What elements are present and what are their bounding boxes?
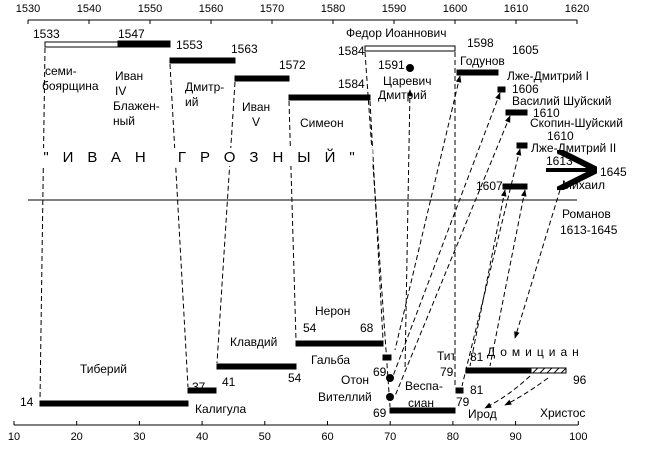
label: 79 <box>456 395 470 409</box>
label: Дмитрий <box>378 88 427 102</box>
label: Скопин-Шуйский <box>530 116 623 130</box>
label: сиан <box>408 396 434 410</box>
label: Иван <box>115 69 143 83</box>
tick-label: 1610 <box>504 3 528 15</box>
label: семи- <box>45 64 77 78</box>
tick-label: 80 <box>447 431 459 443</box>
label: 69 <box>373 406 387 420</box>
label: IV <box>115 84 126 98</box>
label: Романов <box>562 207 611 221</box>
tick-label: 1570 <box>260 3 284 15</box>
label: 1605 <box>512 43 539 57</box>
label: 1533 <box>33 27 60 41</box>
label: 81 <box>470 383 484 397</box>
label: 1572 <box>279 58 306 72</box>
tick-label: 10 <box>8 431 20 443</box>
tick-label: 1550 <box>138 3 162 15</box>
tick-label: 60 <box>321 431 333 443</box>
label: 1591 <box>378 58 405 72</box>
label: Клавдий <box>230 335 277 349</box>
label: боярщина <box>42 79 99 93</box>
label: 1610 <box>547 129 574 143</box>
label: Иван <box>242 100 270 114</box>
label: Калигула <box>195 402 246 416</box>
label: 1547 <box>118 27 145 41</box>
label: 81 <box>470 350 484 364</box>
label: Симеон <box>300 116 344 130</box>
label: Вителлий <box>318 390 372 404</box>
label: 54 <box>288 371 302 385</box>
label: Царевич <box>383 74 432 88</box>
label: Лже-Дмитрий II <box>531 141 616 155</box>
label: "ИВАН ГРОЗНЫЙ" <box>43 148 368 166</box>
label: Блажен- <box>113 99 160 113</box>
tick-label: 1620 <box>565 3 589 15</box>
label: 41 <box>222 375 236 389</box>
label: Тит <box>437 349 457 363</box>
label: Домициан <box>487 345 584 359</box>
tick-label: 1580 <box>321 3 345 15</box>
label: Гальба <box>311 353 350 367</box>
label: 1553 <box>176 38 203 52</box>
label: 1613-1645 <box>560 223 618 237</box>
tick-label: 1600 <box>443 3 467 15</box>
label: 79 <box>440 365 454 379</box>
label-bg <box>39 147 373 166</box>
label: 96 <box>573 373 587 387</box>
label: 1645 <box>600 165 627 179</box>
tick-label: 20 <box>71 431 83 443</box>
tick-label: 40 <box>196 431 208 443</box>
label: 14 <box>20 395 34 409</box>
tick-label: 1540 <box>77 3 101 15</box>
label: Христос <box>540 406 585 420</box>
label: 37 <box>192 380 206 394</box>
axes <box>14 19 578 426</box>
label: 1613 <box>546 154 573 168</box>
connectors <box>39 47 561 409</box>
label: ий <box>185 95 198 109</box>
label: 68 <box>360 321 374 335</box>
label: Отон <box>341 373 369 387</box>
label: ный <box>113 114 135 128</box>
label: 1610 <box>533 106 560 120</box>
tick-label: 1560 <box>199 3 223 15</box>
label: 1584 <box>338 77 365 91</box>
label: Михаил <box>562 178 605 192</box>
label: Годунов <box>460 54 505 68</box>
label: 1607 <box>476 179 503 193</box>
tick-label: 90 <box>509 431 521 443</box>
label: Василий Шуйский <box>512 94 611 108</box>
label: Дмитр- <box>185 80 224 94</box>
label: 54 <box>303 321 317 335</box>
label: 1598 <box>467 36 494 50</box>
tick-label: 1530 <box>16 3 40 15</box>
tick-label: 1590 <box>382 3 406 15</box>
label: 1584 <box>338 44 365 58</box>
tick-label: 100 <box>569 431 587 443</box>
label: Нерон <box>315 304 350 318</box>
label: Ирод <box>468 407 497 421</box>
tick-label: 30 <box>133 431 145 443</box>
tick-label: 50 <box>259 431 271 443</box>
label: Лже-Дмитрий I <box>507 69 589 83</box>
label: Федор Иоаннович <box>346 26 446 40</box>
label: 1563 <box>231 42 258 56</box>
label: Веспа- <box>405 379 443 393</box>
label: 69 <box>373 365 387 379</box>
tick-label: 70 <box>384 431 396 443</box>
label: Тиберий <box>80 362 127 376</box>
label: 1606 <box>512 82 539 96</box>
label: V <box>252 115 260 129</box>
